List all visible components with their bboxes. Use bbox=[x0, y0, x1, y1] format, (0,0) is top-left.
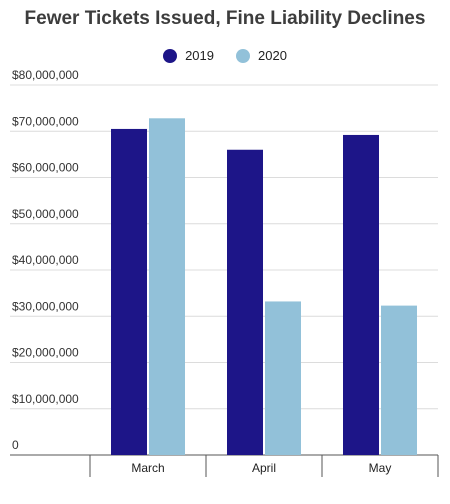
y-tick-label-1: $10,000,000 bbox=[12, 392, 79, 406]
y-tick-label-8: $80,000,000 bbox=[12, 68, 79, 82]
bar-2019-april bbox=[227, 149, 263, 455]
bar-2020-march bbox=[149, 118, 185, 456]
bar-2019-march bbox=[111, 128, 147, 455]
legend-swatch-2019 bbox=[163, 48, 178, 63]
y-tick-label-7: $70,000,000 bbox=[12, 114, 79, 128]
y-tick-label-0: 0 bbox=[12, 438, 19, 452]
chart-title: Fewer Tickets Issued, Fine Liability Dec… bbox=[24, 8, 426, 29]
y-tick-label-5: $50,000,000 bbox=[12, 207, 79, 221]
bar-2020-april bbox=[265, 301, 301, 455]
y-tick-label-3: $30,000,000 bbox=[12, 299, 79, 313]
legend: 2019 2020 bbox=[0, 48, 450, 63]
x-tick-label-march: March bbox=[131, 461, 164, 475]
y-tick-label-4: $40,000,000 bbox=[12, 253, 79, 267]
legend-label-2020: 2020 bbox=[258, 48, 287, 63]
legend-swatch-2020 bbox=[236, 48, 250, 63]
y-tick-label-2: $20,000,000 bbox=[12, 346, 79, 360]
x-tick-label-april: April bbox=[252, 461, 276, 475]
bar-2019-may bbox=[343, 134, 379, 455]
legend-item-2020: 2020 bbox=[236, 48, 287, 63]
y-tick-label-6: $60,000,000 bbox=[12, 161, 79, 175]
x-tick-label-may: May bbox=[369, 461, 392, 475]
bar-2020-may bbox=[381, 305, 417, 455]
legend-label-2019: 2019 bbox=[185, 48, 214, 63]
legend-item-2019: 2019 bbox=[163, 48, 214, 63]
